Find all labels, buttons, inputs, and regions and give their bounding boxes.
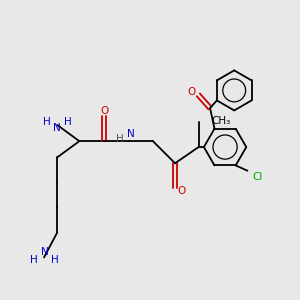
Text: N: N [127, 129, 134, 139]
Text: H: H [51, 254, 59, 265]
Text: H: H [43, 117, 51, 127]
Text: O: O [177, 186, 186, 196]
Text: Cl: Cl [252, 172, 263, 182]
Text: O: O [100, 106, 109, 116]
Text: H: H [116, 134, 124, 144]
Text: H: H [64, 117, 71, 127]
Text: O: O [188, 88, 196, 98]
Text: CH₃: CH₃ [212, 116, 231, 126]
Text: H: H [30, 254, 38, 265]
Text: N: N [53, 123, 61, 133]
Text: N: N [41, 248, 49, 257]
